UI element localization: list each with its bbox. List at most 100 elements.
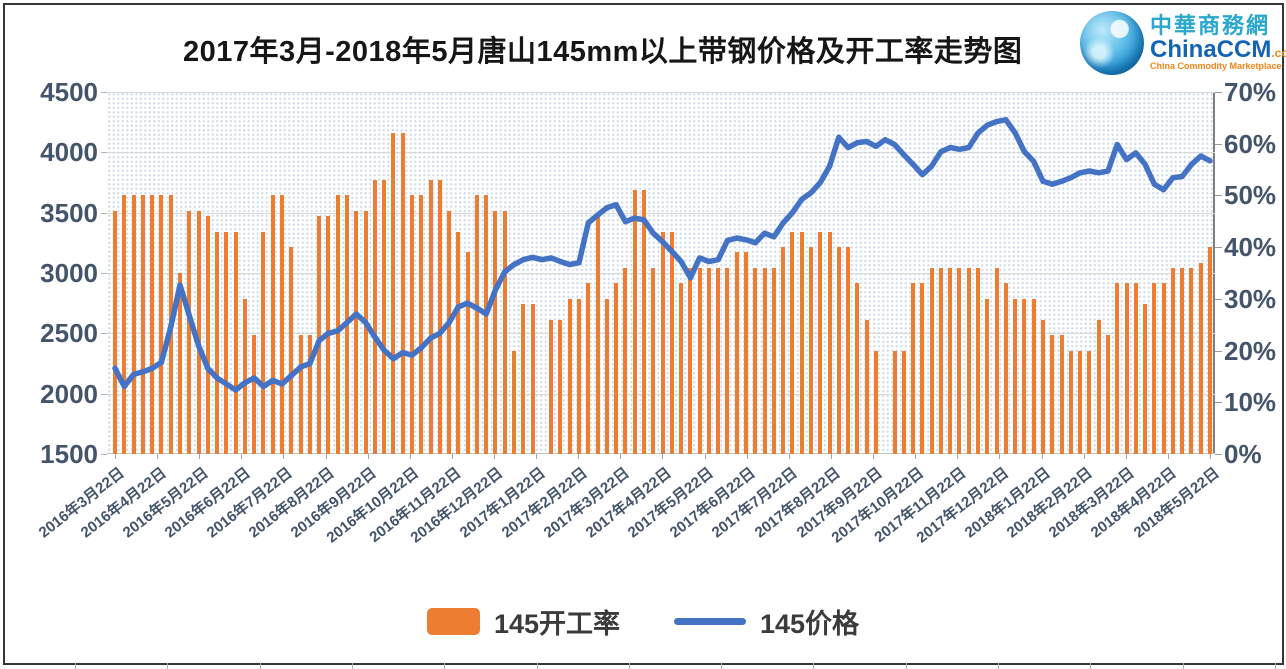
bar: [1003, 283, 1008, 454]
left-tick-mark: [101, 92, 107, 93]
bar: [864, 319, 869, 454]
left-axis-label: 3500: [40, 197, 98, 228]
x-tick-mark: [367, 454, 369, 459]
bar: [224, 231, 229, 454]
bar: [1105, 335, 1110, 454]
bar: [215, 231, 220, 454]
right-axis-label: 30%: [1224, 283, 1277, 314]
bar: [484, 195, 489, 454]
chinaccm-logo[interactable]: 中華商務網 ChinaCCM.com China Commodity Marke…: [1080, 5, 1286, 80]
bar: [818, 231, 823, 454]
bar: [641, 190, 646, 454]
footer-tick: [1274, 663, 1276, 669]
bar: [456, 231, 461, 454]
logo-tld: .com: [1271, 45, 1286, 60]
left-axis-label: 3000: [40, 257, 98, 288]
bar: [363, 210, 368, 454]
bar: [1161, 283, 1166, 454]
footer-tick: [75, 663, 76, 669]
x-tick-mark: [704, 454, 706, 459]
bar: [920, 283, 925, 454]
x-tick-mark: [409, 454, 411, 459]
bar: [595, 216, 600, 454]
bar: [957, 267, 962, 454]
bar: [873, 350, 878, 454]
x-tick-mark: [957, 454, 959, 459]
bar: [911, 283, 916, 454]
bar: [1180, 267, 1185, 454]
x-tick-mark: [578, 454, 580, 459]
bar: [521, 304, 526, 454]
bar: [586, 283, 591, 454]
right-tick-mark: [1215, 247, 1222, 249]
right-tick-mark: [1215, 195, 1222, 197]
footer-tick: [351, 663, 353, 669]
bar: [317, 216, 322, 454]
bar: [781, 247, 786, 454]
bar: [716, 267, 721, 454]
bar: [901, 350, 906, 454]
bar: [1115, 283, 1120, 454]
bar: [150, 195, 155, 454]
bar: [799, 231, 804, 454]
bar: [233, 231, 238, 454]
bar: [502, 210, 507, 454]
bar: [354, 210, 359, 454]
x-tick-mark: [241, 454, 243, 459]
bar: [976, 267, 981, 454]
plot-area: [107, 92, 1215, 454]
footer-tick: [905, 663, 907, 669]
bar: [1198, 262, 1203, 454]
right-axis-label: 0%: [1224, 438, 1262, 469]
legend-bar-swatch: [426, 608, 480, 635]
bar: [437, 179, 442, 454]
bar: [614, 283, 619, 454]
bar: [447, 210, 452, 454]
bar: [846, 247, 851, 454]
x-tick-mark: [915, 454, 917, 459]
footer-tick: [259, 663, 261, 669]
bar: [242, 298, 247, 454]
logo-english-name: ChinaCCM.com: [1150, 37, 1286, 62]
left-axis-label: 2000: [40, 378, 98, 409]
bar: [577, 298, 581, 454]
bar: [1189, 267, 1194, 454]
bar: [790, 231, 795, 454]
bar: [122, 195, 127, 454]
x-tick-mark: [662, 454, 664, 459]
right-axis-label: 70%: [1224, 77, 1277, 107]
bar: [651, 267, 656, 454]
bar: [187, 210, 192, 454]
bar: [474, 195, 479, 454]
bar: [994, 267, 999, 454]
bar: [113, 210, 117, 454]
left-axis-label: 2500: [40, 318, 98, 349]
x-tick-mark: [999, 454, 1001, 459]
bar: [966, 267, 971, 454]
x-tick-mark: [830, 454, 832, 459]
left-tick-mark: [101, 212, 107, 214]
legend-line-swatch: [674, 618, 746, 625]
bar: [558, 319, 563, 454]
bar: [892, 350, 897, 454]
bar: [753, 267, 758, 454]
bar: [827, 231, 832, 454]
bar: [159, 195, 164, 454]
bar: [1041, 319, 1045, 454]
x-tick-mark: [1083, 454, 1085, 459]
right-tick-mark: [1215, 350, 1222, 352]
bar: [335, 195, 340, 454]
footer-tick: [998, 663, 999, 669]
bar: [567, 298, 572, 454]
x-tick-mark: [620, 454, 622, 459]
x-tick-mark: [451, 454, 453, 459]
bar: [744, 252, 749, 454]
bar: [1208, 247, 1213, 454]
line-series-145-price: [112, 117, 1213, 393]
bar: [1059, 335, 1064, 454]
logo-tagline: China Commodity Marketplace: [1150, 60, 1282, 71]
gridline: [107, 92, 1215, 93]
bar: [734, 252, 739, 454]
bar: [938, 267, 943, 454]
